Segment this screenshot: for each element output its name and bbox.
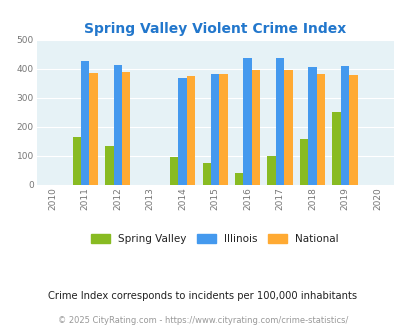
Bar [299,140,308,185]
Bar [72,138,81,185]
Bar [332,112,340,185]
Bar [178,78,186,185]
Bar [186,76,195,185]
Bar [316,75,324,185]
Bar [89,73,98,185]
Bar [105,147,113,185]
Bar [251,70,260,185]
Bar [219,74,227,185]
Bar [243,58,251,185]
Bar [170,157,178,185]
Text: Crime Index corresponds to incidents per 100,000 inhabitants: Crime Index corresponds to incidents per… [48,291,357,301]
Bar [211,74,219,185]
Bar [284,70,292,185]
Text: © 2025 CityRating.com - https://www.cityrating.com/crime-statistics/: © 2025 CityRating.com - https://www.city… [58,316,347,325]
Bar [308,67,316,185]
Legend: Spring Valley, Illinois, National: Spring Valley, Illinois, National [88,231,341,247]
Bar [202,163,211,185]
Bar [113,65,121,185]
Bar [81,60,89,185]
Bar [234,173,243,185]
Bar [122,72,130,185]
Bar [348,75,357,185]
Title: Spring Valley Violent Crime Index: Spring Valley Violent Crime Index [84,22,345,36]
Bar [267,156,275,185]
Bar [340,66,348,185]
Bar [275,58,284,185]
